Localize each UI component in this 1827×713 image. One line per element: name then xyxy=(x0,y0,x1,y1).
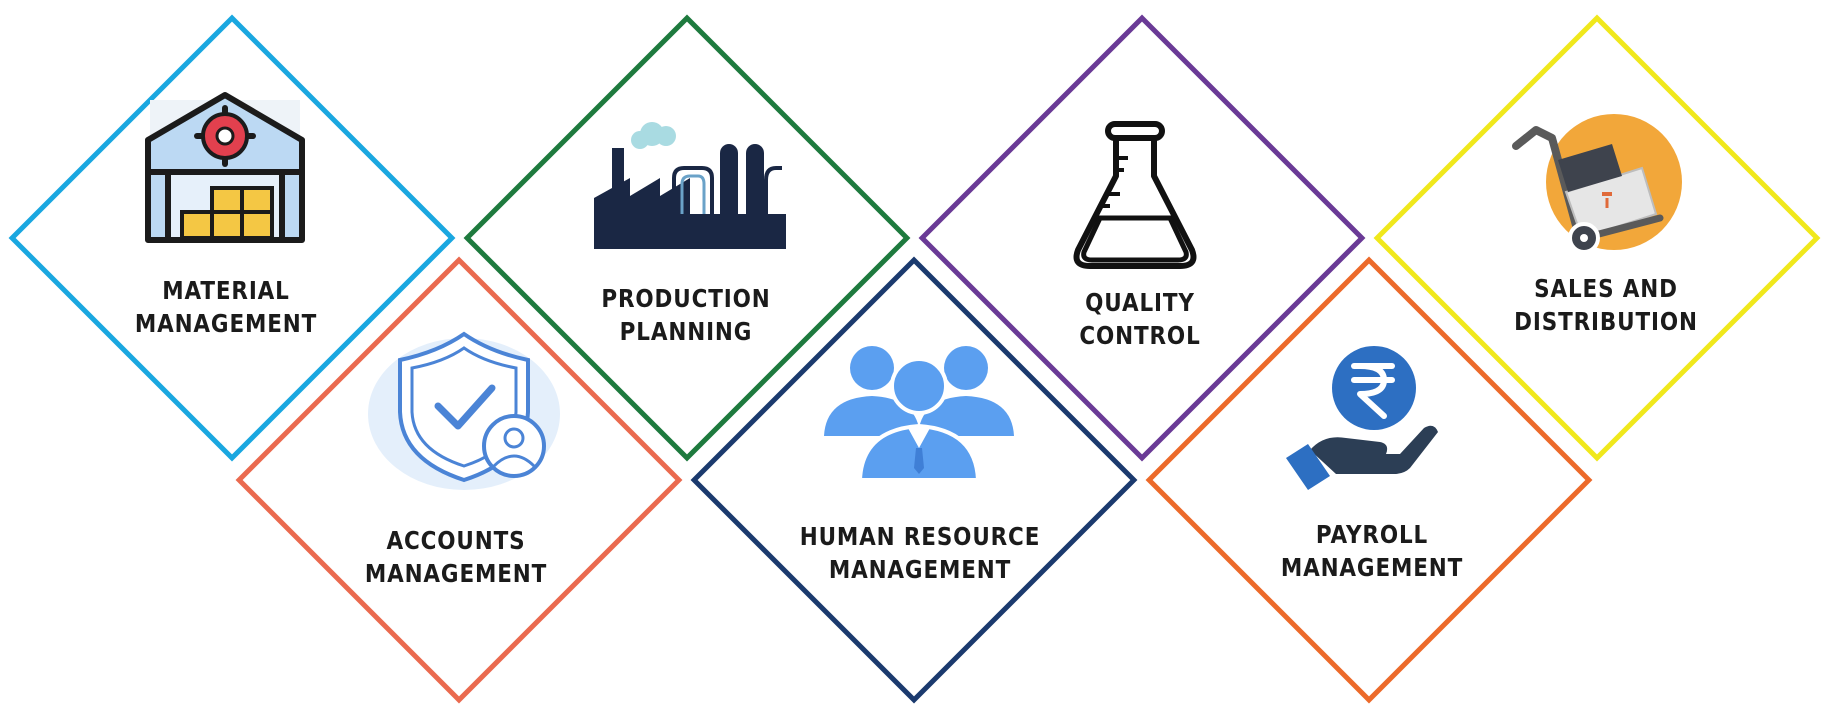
factory-icon xyxy=(594,122,786,249)
label-line1: ACCOUNTS xyxy=(386,526,526,555)
rupee-hand-icon xyxy=(1286,346,1438,490)
label-line2: CONTROL xyxy=(1079,321,1201,350)
label-line2: MANAGEMENT xyxy=(828,555,1012,584)
label-production-planning: PRODUCTION PLANNING xyxy=(566,282,807,348)
label-human-resource-management: HUMAN RESOURCE MANAGEMENT xyxy=(800,520,1041,586)
label-quality-control: QUALITY CONTROL xyxy=(1020,286,1261,352)
label-line1: QUALITY xyxy=(1085,288,1195,317)
label-line2: PLANNING xyxy=(619,317,753,346)
label-line1: MATERIAL xyxy=(162,276,290,305)
flask-icon xyxy=(1073,121,1197,269)
hand-truck-icon xyxy=(1512,114,1682,254)
label-line2: MANAGEMENT xyxy=(1280,553,1464,582)
label-line2: MANAGEMENT xyxy=(364,559,548,588)
label-material-management: MATERIAL MANAGEMENT xyxy=(106,274,347,340)
label-line1: HUMAN RESOURCE xyxy=(799,522,1041,551)
shield-user-icon xyxy=(368,331,560,490)
label-payroll-management: PAYROLL MANAGEMENT xyxy=(1252,518,1493,584)
label-line1: PRODUCTION xyxy=(601,284,771,313)
label-accounts-management: ACCOUNTS MANAGEMENT xyxy=(336,524,577,590)
label-line2: DISTRIBUTION xyxy=(1514,307,1698,336)
label-line2: MANAGEMENT xyxy=(134,309,318,338)
people-group-icon xyxy=(824,346,1014,480)
warehouse-icon xyxy=(145,92,305,243)
label-line1: PAYROLL xyxy=(1315,520,1429,549)
label-sales-and-distribution: SALES AND DISTRIBUTION xyxy=(1486,272,1727,338)
label-line1: SALES AND xyxy=(1534,274,1678,303)
